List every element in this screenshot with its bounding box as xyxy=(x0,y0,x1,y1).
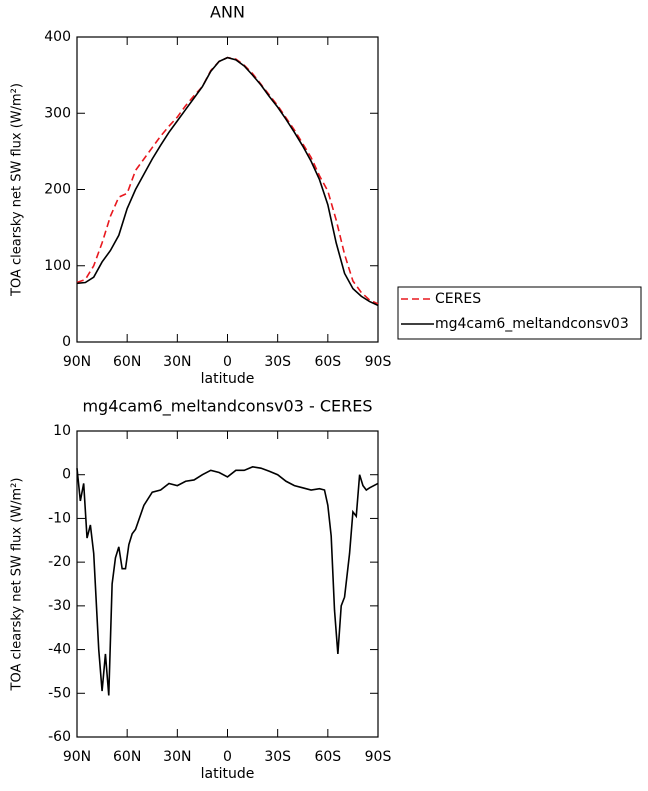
x-tick-label: 60N xyxy=(113,749,141,765)
plot-frame xyxy=(76,430,379,738)
legend-box xyxy=(397,286,642,340)
legend-label: CERES xyxy=(435,291,481,307)
x-axis-label: latitude xyxy=(201,766,255,782)
y-tick-label: 10 xyxy=(53,423,71,439)
x-axis-label: latitude xyxy=(201,371,255,387)
x-tick-label: 30S xyxy=(264,354,291,370)
x-tick-label: 0 xyxy=(223,749,232,765)
x-tick-label: 60S xyxy=(314,354,341,370)
x-tick-label: 90N xyxy=(63,749,91,765)
x-tick-label: 60N xyxy=(113,354,141,370)
chart-title: ANN xyxy=(210,3,245,22)
y-tick-label: -50 xyxy=(48,685,71,701)
y-tick-label: -20 xyxy=(48,554,71,570)
y-tick-label: 300 xyxy=(44,105,71,121)
y-tick-label: -10 xyxy=(48,510,71,526)
x-tick-label: 30S xyxy=(264,749,291,765)
data-line xyxy=(76,466,379,696)
y-tick-label: 100 xyxy=(44,258,71,274)
legend-label: mg4cam6_meltandconsv03 xyxy=(435,316,629,332)
y-axis-label: TOA clearsky net SW flux (W/m²) xyxy=(10,83,25,297)
x-tick-label: 90S xyxy=(365,749,392,765)
y-tick-label: -40 xyxy=(48,642,71,658)
data-line xyxy=(76,56,379,305)
plot-frame xyxy=(76,36,379,343)
x-tick-label: 30N xyxy=(163,749,191,765)
x-tick-label: 90N xyxy=(63,354,91,370)
data-line xyxy=(76,56,379,307)
y-tick-label: 400 xyxy=(44,29,71,45)
x-tick-label: 60S xyxy=(314,749,341,765)
x-tick-label: 30N xyxy=(163,354,191,370)
chart-title: mg4cam6_meltandconsv03 - CERES xyxy=(82,397,372,417)
y-tick-label: -30 xyxy=(48,598,71,614)
y-tick-label: 200 xyxy=(44,182,71,198)
y-axis-label: TOA clearsky net SW flux (W/m²) xyxy=(10,478,25,692)
y-tick-label: 0 xyxy=(62,334,71,350)
y-tick-label: 0 xyxy=(62,467,71,483)
x-tick-label: 0 xyxy=(223,354,232,370)
y-tick-label: -60 xyxy=(48,729,71,745)
x-tick-label: 90S xyxy=(365,354,392,370)
